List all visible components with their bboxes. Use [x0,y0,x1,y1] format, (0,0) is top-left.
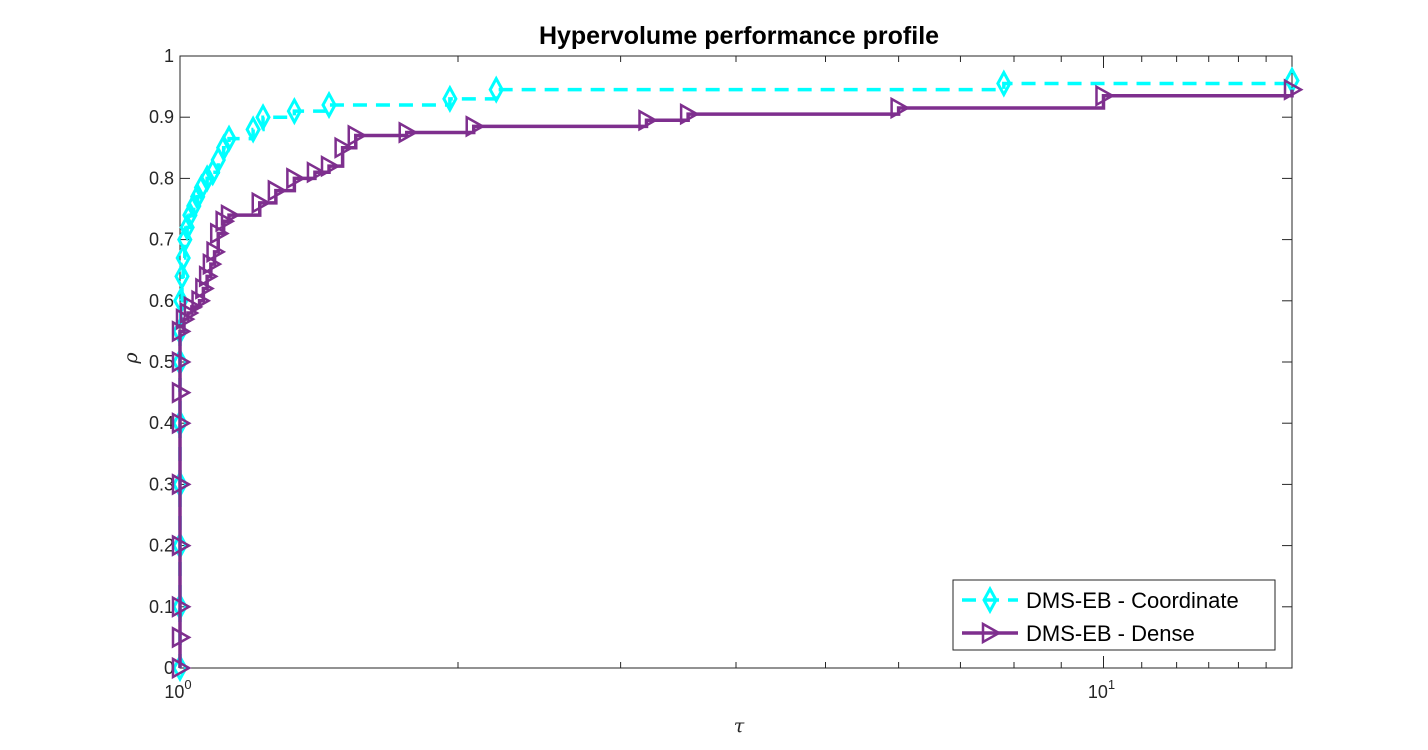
chart-title: Hypervolume performance profile [539,22,939,50]
y-tick-label: 0.7 [149,230,174,250]
data-point-dense [171,656,192,680]
y-tick-label: 0.2 [149,536,174,556]
data-point-coordinate [245,115,261,144]
data-point-dense [638,109,659,132]
data-point-dense [171,381,192,404]
data-point-coordinate [321,90,337,120]
series-layer [171,66,1304,683]
data-point-dense [267,179,288,202]
data-point-coordinate [174,262,190,291]
data-point-dense [1283,78,1304,101]
data-point-dense [171,534,192,557]
y-tick-label: 1 [164,46,174,66]
data-point-dense [320,155,341,178]
data-point-coordinate [186,191,202,221]
data-point-coordinate [442,84,458,113]
data-point-dense [465,115,486,138]
y-tick-label: 0.1 [149,597,174,617]
labels: Hypervolume performance profile τ ρ [120,22,939,737]
data-point-dense [171,595,192,618]
axes-box [179,55,1293,669]
data-point-dense [171,626,192,649]
data-point-coordinate [488,75,504,104]
y-tick-label: 0 [164,658,174,678]
y-tick-label: 0.9 [149,107,174,127]
data-point-dense [334,136,355,159]
data-point-dense [171,473,192,496]
data-point-dense [890,96,911,120]
data-point-dense [398,121,419,144]
data-point-dense [251,191,272,215]
data-point-coordinate [255,103,271,132]
y-tick-label: 0.5 [149,352,174,372]
series-dense [171,78,1304,680]
legend-box [952,579,1276,651]
data-point-coordinate [199,164,215,193]
data-point-dense [171,350,192,374]
data-point-coordinate [175,243,191,273]
legend[interactable]: DMS-EB - Coordinate DMS-EB - Dense [952,579,1276,651]
data-point-dense [286,167,306,190]
y-tick-label: 0.6 [149,291,174,311]
x-tick-label: 101 [1088,677,1115,702]
data-point-dense [215,210,236,233]
data-point-dense [206,240,227,263]
y-tick-label: 0.3 [149,474,174,494]
data-point-dense [179,301,200,325]
legend-entry-dense[interactable] [962,621,1018,645]
data-point-coordinate [996,69,1012,98]
data-point-dense [347,124,368,147]
data-point-coordinate [221,124,237,153]
data-point-coordinate [286,96,303,126]
data-point-dense [306,161,327,184]
y-axis-label: ρ [120,352,142,365]
legend-label-coordinate: DMS-EB - Coordinate [1026,588,1239,613]
data-point-dense [679,103,700,126]
legend-marker-triangle [981,621,1002,645]
data-point-coordinate [182,200,198,230]
x-axis-label: τ [734,715,745,737]
plot-area [179,55,1293,669]
legend-entry-coordinate[interactable] [962,585,1018,615]
x-tick-label: 100 [164,677,191,702]
legend-label-dense: DMS-EB - Dense [1026,621,1195,646]
data-point-coordinate [189,182,206,211]
legend-marker-diamond [982,585,998,615]
data-point-dense [1095,84,1116,107]
y-tick-label: 0.4 [149,413,174,433]
data-point-dense [171,412,192,435]
y-tick-label: 0.8 [149,168,174,188]
data-point-dense [220,203,241,227]
